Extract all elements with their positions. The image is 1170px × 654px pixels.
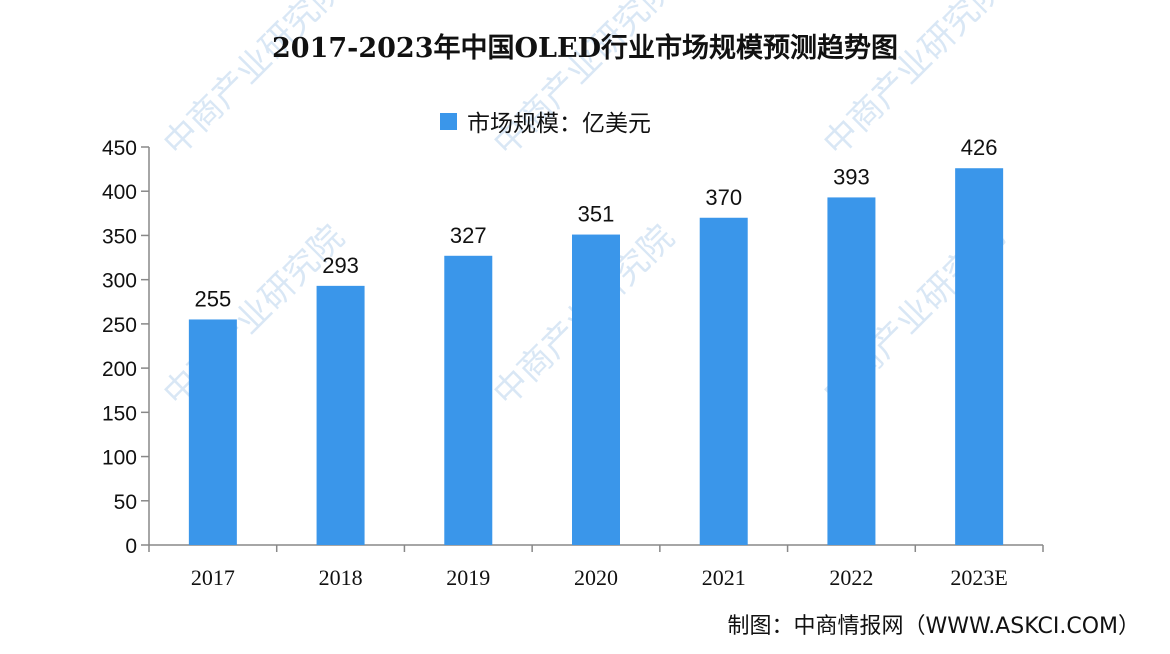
data-label: 293 [322,253,359,278]
y-tick-label: 150 [102,402,137,425]
x-tick-label: 2019 [446,565,490,590]
chart-title: 2017-2023年中国OLED行业市场规模预测趋势图 [272,33,898,64]
legend: 市场规模：亿美元 [440,104,651,138]
x-tick-label: 2022 [829,565,873,590]
bar [955,168,1004,545]
bar [444,255,493,545]
x-tick-label: 2021 [702,565,746,590]
x-tick-label: 2017 [191,565,235,590]
data-label: 351 [578,202,615,227]
legend-label: 市场规模：亿美元 [467,111,651,137]
bar [699,217,748,545]
bar [316,285,365,545]
bar [188,319,237,545]
source-credit: 制图：中商情报网（WWW.ASKCI.COM） [727,614,1140,639]
data-label: 255 [194,286,231,311]
x-tick-label: 2018 [319,565,363,590]
y-tick-label: 400 [102,181,137,204]
y-tick-label: 0 [125,535,137,558]
data-label: 393 [833,164,870,189]
y-tick-label: 200 [102,358,137,381]
x-tick-label: 2020 [574,565,618,590]
y-tick-label: 50 [114,491,137,514]
x-tick-label: 2023E [950,565,1007,590]
bar [827,197,876,545]
data-label: 327 [450,223,487,248]
y-tick-label: 450 [102,137,137,160]
legend-swatch [440,112,457,130]
bar [572,234,620,545]
data-label: 370 [705,185,742,210]
y-tick-label: 100 [102,447,137,470]
y-tick-label: 250 [102,314,137,337]
y-tick-label: 350 [102,225,137,248]
y-tick-label: 300 [102,270,137,293]
data-label: 426 [961,135,998,160]
